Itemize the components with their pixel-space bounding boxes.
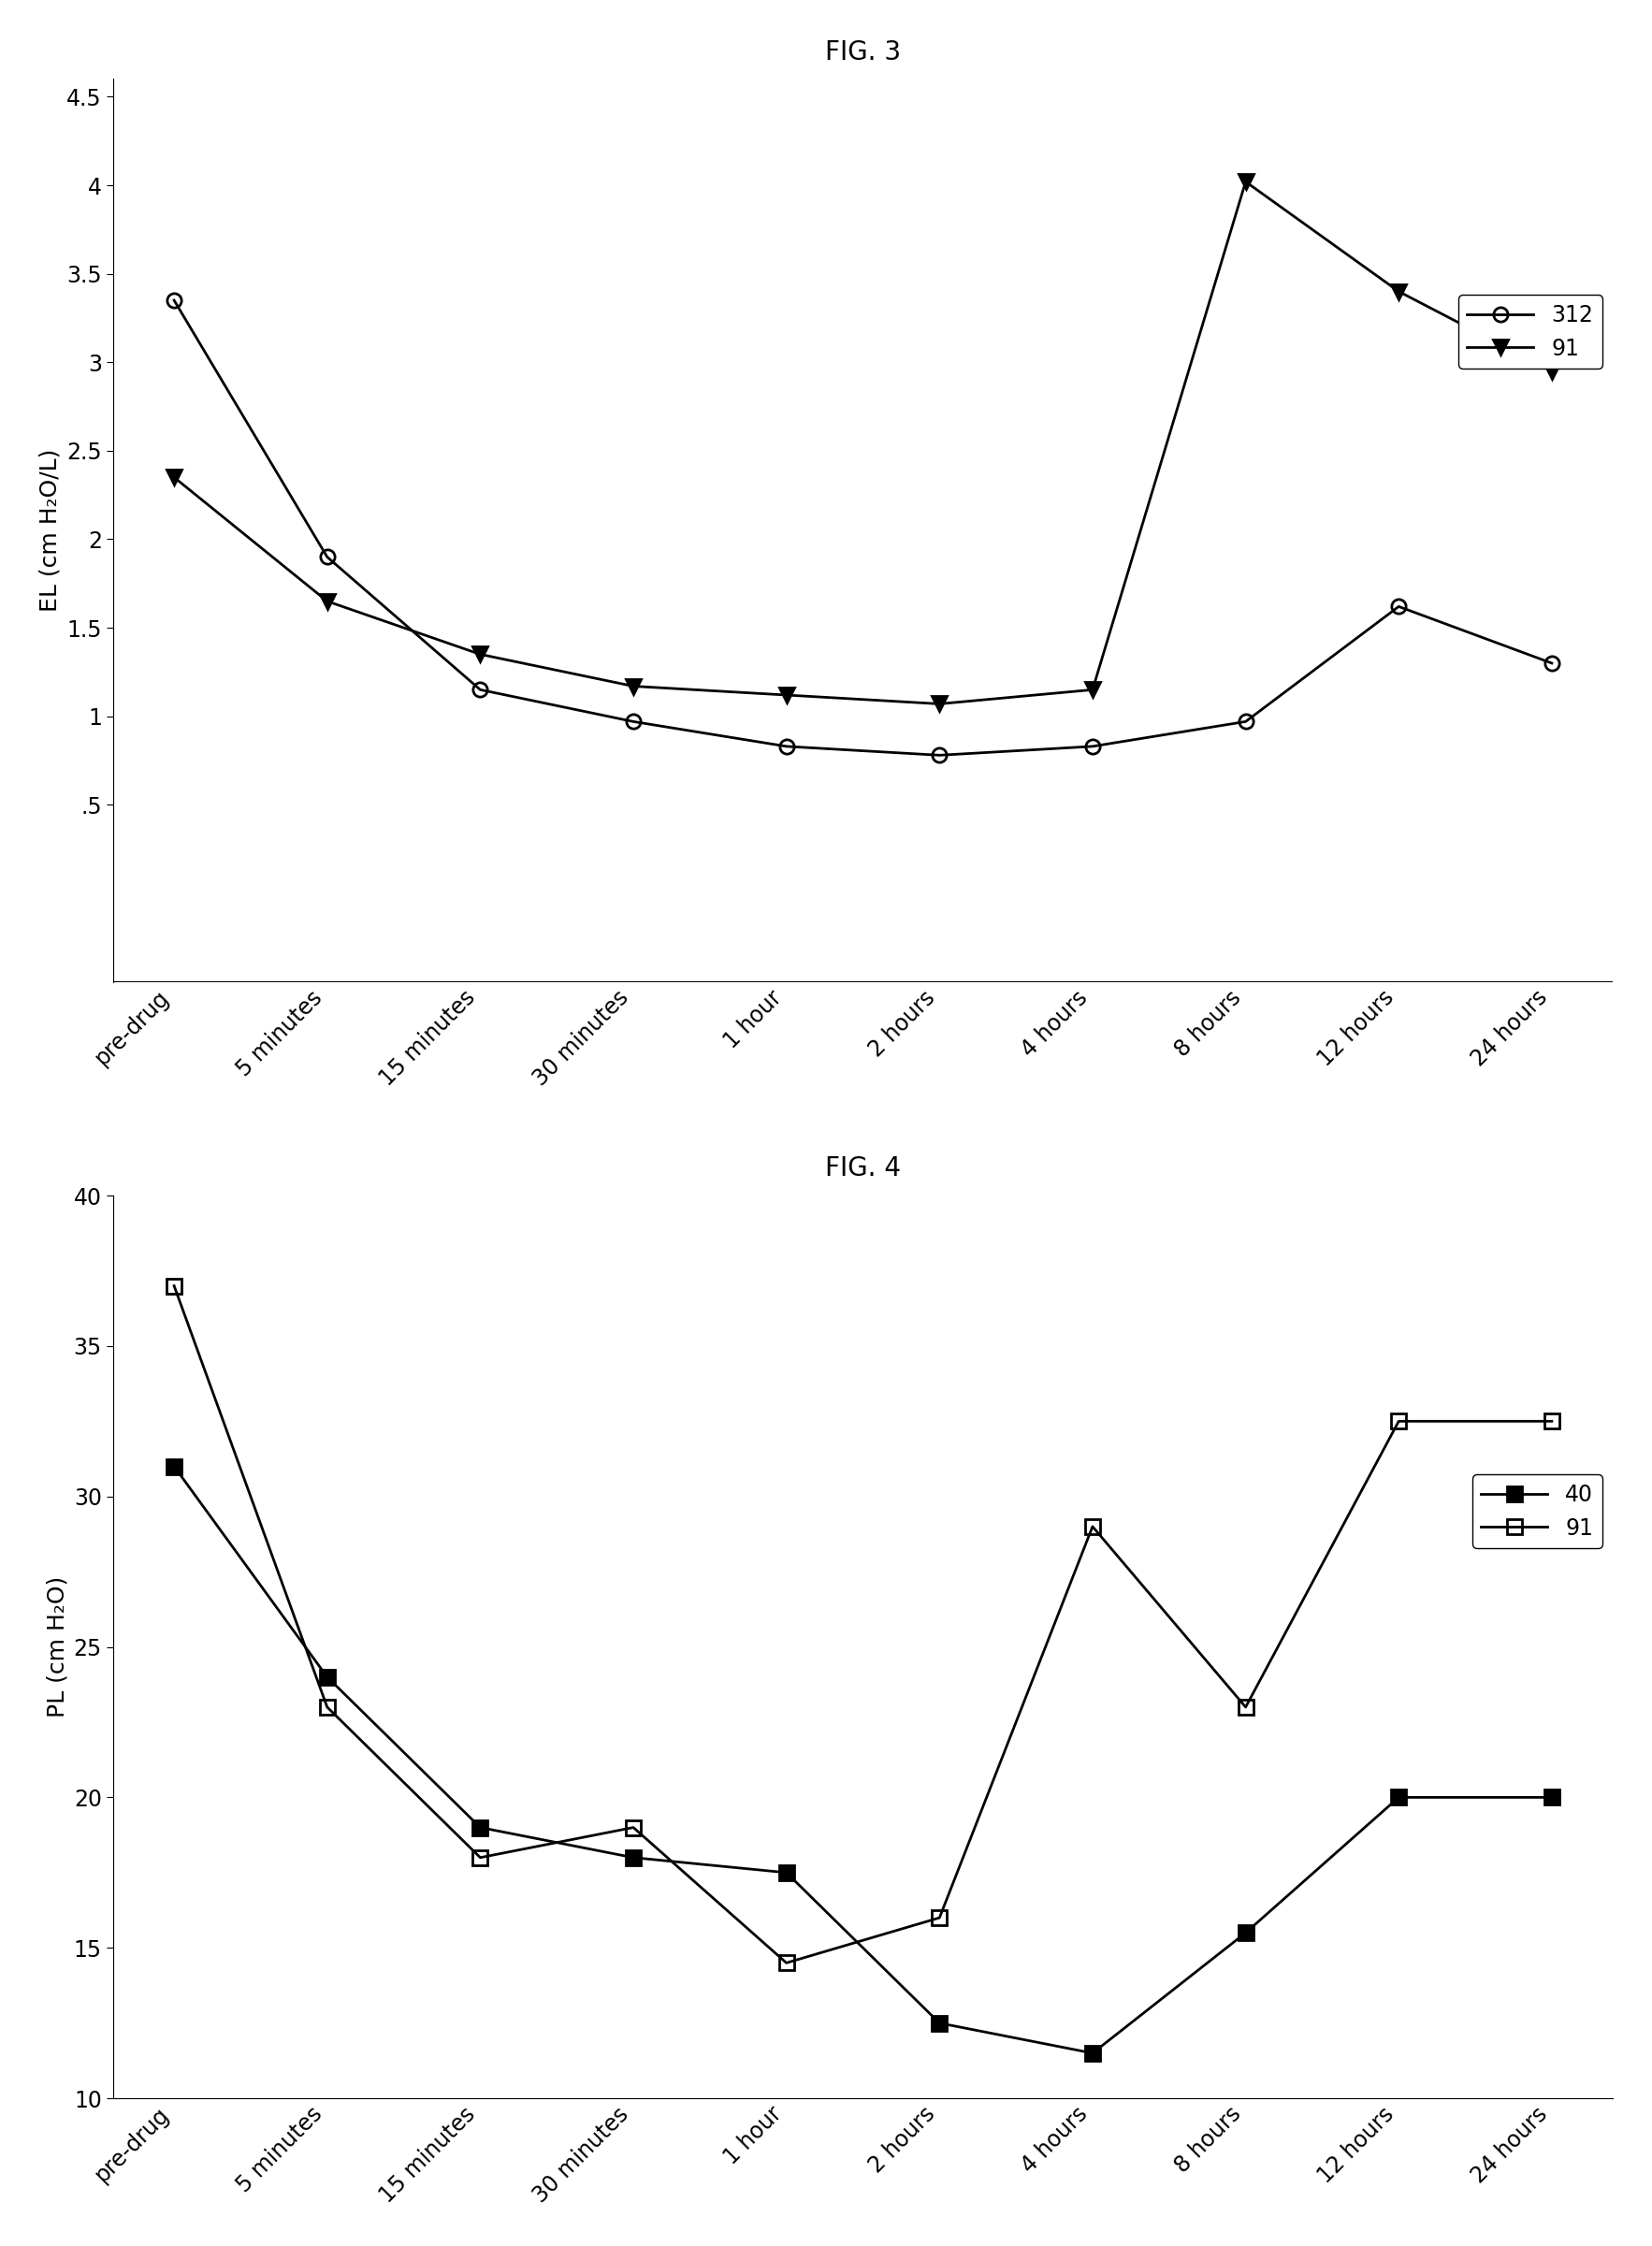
- 91: [1236, 1693, 1256, 1720]
- Line: 40: 40: [167, 1460, 1559, 2060]
- 91: [1082, 676, 1102, 703]
- 40: [1236, 1920, 1256, 1947]
- 91: [317, 1693, 337, 1720]
- 91: [1541, 357, 1561, 384]
- 312: [471, 676, 491, 703]
- Y-axis label: EL (cm H₂O/L): EL (cm H₂O/L): [40, 449, 61, 611]
- 91: [1541, 1408, 1561, 1435]
- 40: [930, 2010, 950, 2037]
- 91: [317, 588, 337, 615]
- 91: [623, 1815, 643, 1842]
- 40: [623, 1844, 643, 1871]
- 91: [164, 1271, 183, 1298]
- 312: [1389, 593, 1409, 620]
- 312: [776, 732, 796, 759]
- 312: [930, 741, 950, 768]
- Legend: 40, 91: 40, 91: [1472, 1476, 1602, 1547]
- 91: [1082, 1514, 1102, 1541]
- 91: [1236, 168, 1256, 195]
- 312: [1236, 707, 1256, 734]
- Title: FIG. 4: FIG. 4: [824, 1154, 900, 1181]
- 91: [776, 1950, 796, 1976]
- 40: [471, 1815, 491, 1842]
- Line: 91: 91: [167, 1278, 1559, 1970]
- Title: FIG. 3: FIG. 3: [824, 38, 900, 65]
- 91: [164, 465, 183, 492]
- Y-axis label: PL (cm H₂O): PL (cm H₂O): [46, 1577, 68, 1718]
- 91: [930, 690, 950, 716]
- 40: [1389, 1783, 1409, 1810]
- 40: [1541, 1783, 1561, 1810]
- 312: [317, 544, 337, 570]
- 312: [1541, 649, 1561, 676]
- 91: [1389, 1408, 1409, 1435]
- Line: 312: 312: [167, 294, 1559, 761]
- 91: [623, 674, 643, 701]
- 40: [164, 1453, 183, 1480]
- 312: [623, 707, 643, 734]
- 312: [1082, 732, 1102, 759]
- 91: [471, 640, 491, 667]
- 40: [1082, 2039, 1102, 2066]
- Line: 91: 91: [167, 175, 1559, 712]
- 91: [471, 1844, 491, 1871]
- 312: [164, 287, 183, 314]
- 40: [776, 1860, 796, 1887]
- 40: [317, 1664, 337, 1691]
- Legend: 312, 91: 312, 91: [1459, 294, 1602, 368]
- 91: [1389, 279, 1409, 305]
- 91: [776, 681, 796, 707]
- 91: [930, 1905, 950, 1932]
